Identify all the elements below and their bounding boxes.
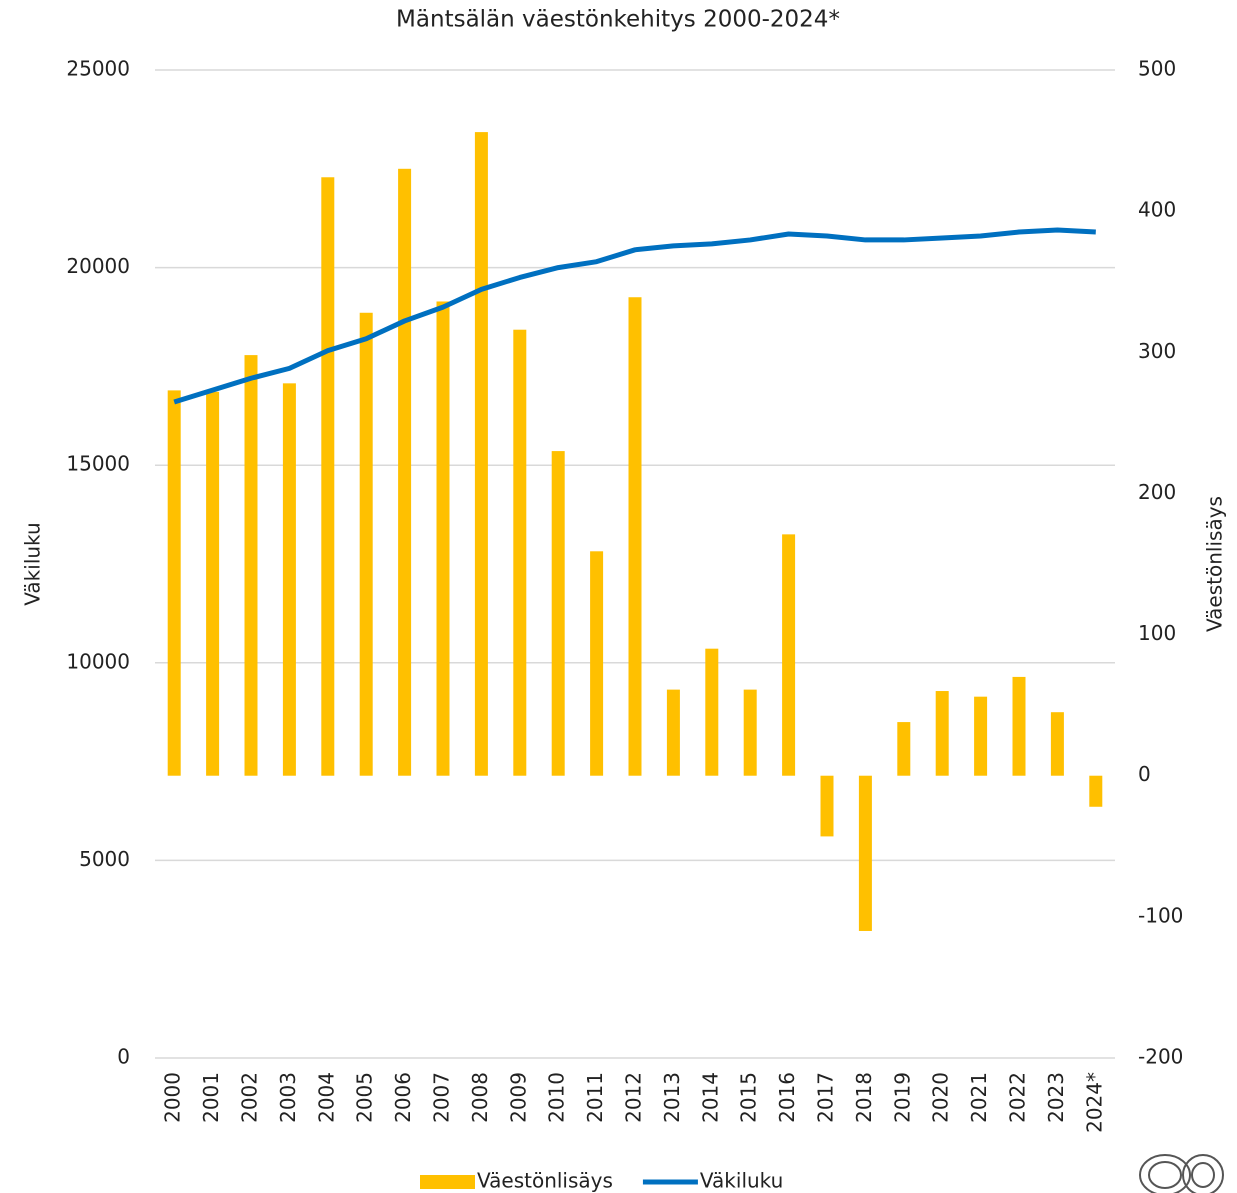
y2-tick-label: -200 xyxy=(1138,1045,1183,1069)
y-tick-label: 0 xyxy=(117,1045,130,1069)
x-tick-label: 2010 xyxy=(545,1072,569,1123)
bar xyxy=(743,689,757,776)
bar xyxy=(1089,775,1103,807)
bar xyxy=(628,297,642,776)
y-tick-label: 15000 xyxy=(66,452,130,476)
bar xyxy=(167,390,181,776)
x-tick-label: 2019 xyxy=(890,1072,914,1123)
x-tick-label: 2022 xyxy=(1006,1072,1030,1123)
bar xyxy=(974,696,988,776)
chart-title: Mäntsälän väestönkehitys 2000-2024* xyxy=(396,7,840,33)
x-tick-label: 2018 xyxy=(852,1072,876,1123)
legend-label: Väkiluku xyxy=(700,1169,783,1193)
legend-swatch xyxy=(420,1175,475,1189)
bar xyxy=(398,168,412,776)
bar xyxy=(474,132,488,776)
y2-tick-label: 0 xyxy=(1138,762,1151,786)
x-tick-label: 2005 xyxy=(353,1072,377,1123)
x-tick-label: 2009 xyxy=(506,1072,530,1123)
y-tick-label: 25000 xyxy=(66,57,130,81)
x-tick-label: 2012 xyxy=(622,1072,646,1123)
bar xyxy=(705,648,719,776)
x-tick-label: 2016 xyxy=(775,1072,799,1123)
x-tick-label: 2000 xyxy=(161,1072,185,1123)
x-tick-label: 2023 xyxy=(1044,1072,1068,1123)
y-tick-label: 5000 xyxy=(79,847,130,871)
x-tick-label: 2003 xyxy=(276,1072,300,1123)
y2-tick-label: 300 xyxy=(1138,339,1176,363)
x-tick-label: 2004 xyxy=(314,1072,338,1123)
y2-tick-label: 400 xyxy=(1138,198,1176,222)
x-tick-label: 2013 xyxy=(660,1072,684,1123)
y2-axis-label: Väestönlisäys xyxy=(1203,496,1227,632)
y2-tick-label: 500 xyxy=(1138,57,1176,81)
y2-tick-label: 100 xyxy=(1138,621,1176,645)
bar xyxy=(206,391,220,776)
bar xyxy=(858,775,872,931)
bar xyxy=(897,722,911,776)
x-tick-label: 2002 xyxy=(238,1072,262,1123)
y-axis-label: Väkiluku xyxy=(21,522,45,605)
bar xyxy=(666,689,680,776)
bar xyxy=(321,177,335,776)
bar xyxy=(359,312,373,776)
y2-tick-label: 200 xyxy=(1138,480,1176,504)
bar xyxy=(820,775,834,837)
x-tick-label: 2008 xyxy=(468,1072,492,1123)
bar xyxy=(1012,676,1026,776)
bar xyxy=(513,329,527,776)
bar xyxy=(551,451,565,776)
x-tick-label: 2014 xyxy=(698,1072,722,1123)
line xyxy=(173,227,1096,405)
x-tick-label: 2006 xyxy=(391,1072,415,1123)
bar xyxy=(282,383,296,776)
bar xyxy=(782,534,796,776)
legend-label: Väestönlisäys xyxy=(477,1169,613,1193)
x-tick-label: 2015 xyxy=(737,1072,761,1123)
y2-tick-label: -100 xyxy=(1138,903,1183,927)
x-tick-label: 2011 xyxy=(583,1072,607,1123)
y-tick-label: 20000 xyxy=(66,254,130,278)
bar xyxy=(590,551,604,776)
bar xyxy=(244,355,258,776)
y-tick-label: 10000 xyxy=(66,649,130,673)
bar xyxy=(436,301,450,776)
logo xyxy=(1139,1154,1224,1193)
bar xyxy=(935,691,949,776)
x-tick-label: 2017 xyxy=(814,1072,838,1123)
x-tick-label: 2020 xyxy=(929,1072,953,1123)
x-tick-label: 2021 xyxy=(967,1072,991,1123)
x-tick-label: 2024* xyxy=(1082,1072,1106,1133)
x-tick-label: 2007 xyxy=(430,1072,454,1123)
x-tick-label: 2001 xyxy=(199,1072,223,1123)
bar xyxy=(1050,712,1064,776)
